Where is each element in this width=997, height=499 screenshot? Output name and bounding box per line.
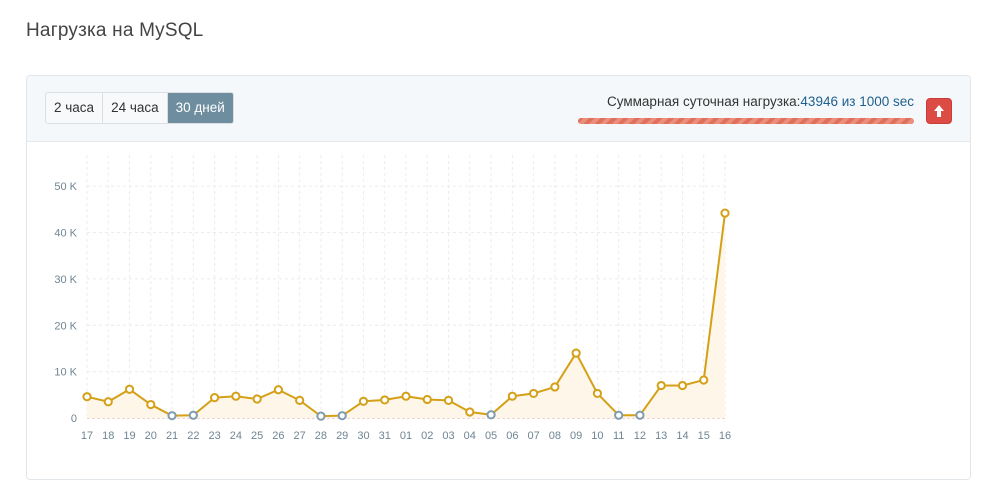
x-tick-label: 10 xyxy=(591,430,603,442)
data-point xyxy=(380,395,390,405)
daily-load-value-link[interactable]: 43946 из 1000 sec xyxy=(800,94,914,109)
data-point xyxy=(231,391,241,401)
data-point xyxy=(210,393,220,403)
x-tick-label: 11 xyxy=(613,430,624,442)
data-point xyxy=(146,399,156,410)
x-tick-label: 13 xyxy=(655,430,667,442)
daily-load-label: Суммарная суточная нагрузка: xyxy=(607,94,801,109)
x-tick-label: 26 xyxy=(272,430,284,442)
data-point xyxy=(571,348,581,358)
x-tick-label: 02 xyxy=(421,430,433,442)
chart-area: 0 10 K 20 K 30 K 40 K 50 K 17 18 19 20 21 22 23 24 25 2… xyxy=(27,143,970,484)
x-tick-label: 07 xyxy=(527,430,539,442)
x-tick-label: 03 xyxy=(442,430,454,442)
y-tick-label: 40 K xyxy=(54,228,77,240)
x-tick-label: 28 xyxy=(315,430,327,442)
y-tick-label: 30 K xyxy=(54,274,77,286)
data-point xyxy=(252,394,262,404)
data-point xyxy=(273,385,283,395)
data-point xyxy=(167,411,177,421)
data-point xyxy=(592,388,603,399)
data-point xyxy=(188,410,198,420)
x-tick-label: 31 xyxy=(379,430,391,442)
y-tick-label: 10 K xyxy=(54,367,77,379)
x-tick-label: 04 xyxy=(464,430,476,442)
data-point xyxy=(295,395,305,405)
x-tick-label: 27 xyxy=(294,430,306,442)
data-point xyxy=(103,397,113,407)
load-panel: 2 часа 24 часа 30 дней Суммарная суточна… xyxy=(26,75,971,480)
data-point xyxy=(337,411,347,421)
period-selector: 2 часа 24 часа 30 дней xyxy=(45,92,234,124)
panel-header: 2 часа 24 часа 30 дней Суммарная суточна… xyxy=(27,76,970,142)
page-title: Нагрузка на MySQL xyxy=(26,20,204,41)
x-tick-label: 15 xyxy=(698,430,710,442)
data-point xyxy=(422,394,432,405)
x-tick-label: 16 xyxy=(719,430,731,442)
x-tick-label: 25 xyxy=(251,430,263,442)
data-point xyxy=(124,384,135,394)
data-point xyxy=(82,392,92,402)
y-tick-label: 0 xyxy=(71,413,77,425)
data-point xyxy=(316,411,326,421)
x-tick-label: 14 xyxy=(676,430,688,442)
period-2h-button[interactable]: 2 часа xyxy=(46,93,104,123)
x-tick-label: 29 xyxy=(336,430,348,442)
daily-load-info: Суммарная суточная нагрузка:43946 из 100… xyxy=(607,94,914,109)
x-tick-label: 09 xyxy=(570,430,582,442)
x-tick-label: 05 xyxy=(485,430,497,442)
data-point xyxy=(507,391,517,401)
upgrade-button[interactable] xyxy=(926,98,952,124)
data-point xyxy=(486,410,496,420)
y-tick-label: 50 K xyxy=(54,181,77,193)
x-tick-label: 12 xyxy=(634,430,646,442)
x-tick-label: 22 xyxy=(187,430,199,442)
x-tick-label: 17 xyxy=(81,430,93,442)
y-tick-label: 20 K xyxy=(54,320,77,332)
data-point xyxy=(614,410,624,420)
x-tick-label: 30 xyxy=(357,430,369,442)
data-point xyxy=(699,375,709,385)
x-tick-label: 08 xyxy=(549,430,561,442)
x-tick-label: 23 xyxy=(208,430,220,442)
data-point xyxy=(656,380,666,391)
data-point xyxy=(358,396,369,406)
data-point xyxy=(465,407,475,417)
data-point xyxy=(677,380,688,391)
period-24h-button[interactable]: 24 часа xyxy=(103,93,168,123)
arrow-up-icon xyxy=(934,105,944,117)
x-tick-label: 19 xyxy=(123,430,135,442)
data-point xyxy=(401,391,411,401)
data-point xyxy=(550,382,560,392)
data-point xyxy=(720,208,730,218)
x-tick-label: 01 xyxy=(400,430,412,442)
load-chart: 0 10 K 20 K 30 K 40 K 50 K 17 18 19 20 21 22 23 24 25 2… xyxy=(54,155,731,442)
series-area xyxy=(87,213,725,418)
data-point xyxy=(443,395,454,405)
x-tick-label: 21 xyxy=(166,430,178,442)
period-30d-button[interactable]: 30 дней xyxy=(167,93,233,123)
daily-load-progress-bar xyxy=(578,118,914,124)
x-tick-label: 24 xyxy=(230,430,242,442)
x-tick-label: 20 xyxy=(145,430,157,442)
data-point xyxy=(529,388,539,399)
x-tick-label: 06 xyxy=(506,430,518,442)
x-tick-label: 18 xyxy=(102,430,114,442)
data-point xyxy=(635,410,645,420)
